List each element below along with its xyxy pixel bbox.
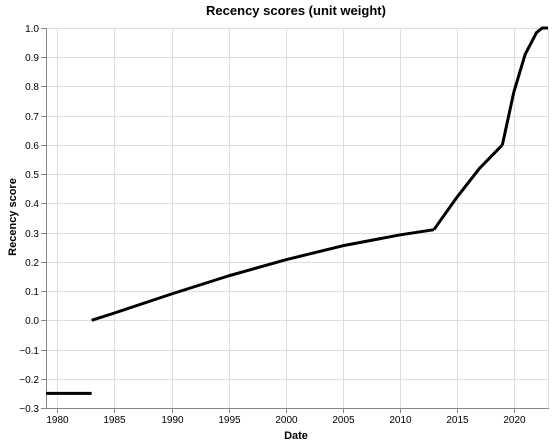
x-tick-label: 1990 bbox=[161, 415, 184, 426]
x-tick-label: 1995 bbox=[218, 415, 241, 426]
x-tick-label: 1985 bbox=[103, 415, 126, 426]
gridlines bbox=[46, 28, 549, 409]
y-tick-label: −0.3 bbox=[19, 404, 39, 415]
y-tick-label: 1.0 bbox=[25, 24, 39, 35]
y-tick-label: 0.6 bbox=[25, 141, 39, 152]
y-axis-title: Recency score bbox=[7, 178, 19, 256]
y-tick-label: 0.0 bbox=[25, 316, 39, 327]
axes bbox=[46, 28, 549, 409]
series-segment-2 bbox=[91, 228, 435, 322]
y-tick-label: −0.1 bbox=[19, 346, 39, 357]
x-tick-label: 2015 bbox=[446, 415, 469, 426]
y-tick-label: 0.3 bbox=[25, 229, 39, 240]
x-tick-label: 2020 bbox=[503, 415, 526, 426]
y-tick-label: 0.9 bbox=[25, 53, 39, 64]
x-axis-ticks: 1980 1985 1990 1995 2000 2005 2010 2015 2020 bbox=[46, 408, 526, 426]
y-tick-label: 0.4 bbox=[25, 199, 39, 210]
y-tick-label: 0.5 bbox=[25, 170, 39, 181]
y-tick-label: 0.2 bbox=[25, 258, 39, 269]
chart-title: Recency scores (unit weight) bbox=[206, 3, 386, 18]
series-segment-3 bbox=[432, 143, 504, 231]
x-tick-label: 2000 bbox=[275, 415, 298, 426]
y-tick-label: 0.1 bbox=[25, 287, 39, 298]
x-tick-label: 2005 bbox=[332, 415, 355, 426]
y-axis-ticks: −0.3 −0.2 −0.1 0.0 0.1 0.2 0.3 0.4 0.5 0.6 0.7 0.8 0… bbox=[19, 24, 46, 415]
series-group bbox=[46, 26, 548, 395]
y-tick-label: 0.8 bbox=[25, 82, 39, 93]
y-tick-label: −0.2 bbox=[19, 375, 39, 386]
y-tick-label: 0.7 bbox=[25, 112, 39, 123]
series-segment-4 bbox=[500, 26, 548, 146]
x-tick-label: 1980 bbox=[46, 415, 69, 426]
x-tick-label: 2010 bbox=[389, 415, 412, 426]
x-axis-title: Date bbox=[284, 430, 308, 442]
